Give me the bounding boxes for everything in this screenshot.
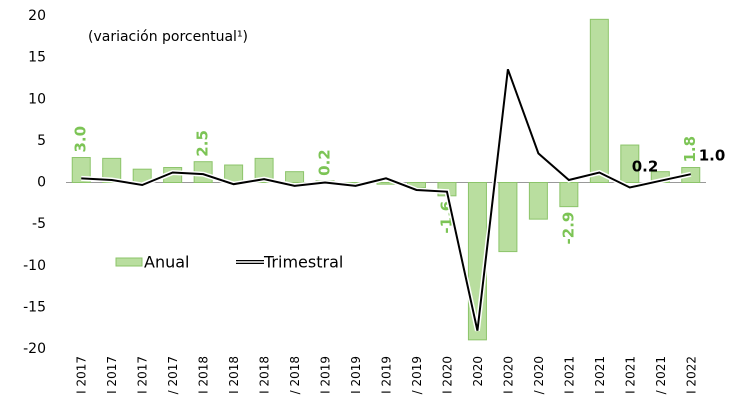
x-tick-label: / 2017 [166,356,180,394]
x-tick-label: I 2018 [258,356,272,394]
bar [559,182,579,208]
y-tick-label: 5 [37,133,46,149]
bar [589,18,609,183]
legend-label: Trimestral [263,253,343,272]
legend-swatch [115,257,143,267]
x-tick-label: / 2020 [532,356,546,394]
bar-value-label: 3.0 [72,126,90,153]
x-tick-label: I 2021 [593,356,607,394]
line-value-label: 1.0 [699,147,726,165]
y-tick-label: 0 [37,175,46,191]
bar [620,144,640,184]
line-value-label: 0.2 [632,157,659,175]
x-tick-label: I 2020 [501,356,515,394]
x-tick-label: I 2018 [197,356,211,394]
bar [285,171,305,184]
y-tick-label: 10 [28,91,46,107]
x-tick-label: 2020 [471,356,485,387]
x-tick-label: I 2019 [349,356,363,394]
bar [254,157,274,183]
x-tick-label: / 2019 [410,356,424,394]
y-tick-label: -15 [23,299,46,315]
bar-value-label: 2.5 [194,130,212,157]
legend-label: Anual [144,253,189,272]
y-tick-label: -20 [23,341,46,357]
x-tick-label: I 2017 [105,356,119,394]
x-tick-label: I 2019 [319,356,333,394]
x-tick-label: / 2021 [654,356,668,394]
y-tick-label: 15 [28,50,46,66]
x-tick-label: I 2021 [562,356,576,394]
line [81,68,691,331]
x-tick-label: I 2017 [75,356,89,394]
bar [498,182,518,253]
x-tick-label: I 2017 [136,356,150,394]
x-tick-label: I 2018 [227,356,241,394]
y-tick-label: -5 [32,216,46,232]
x-tick-label: I 2020 [440,356,454,394]
annotation: (variación porcentual¹) [88,29,248,45]
x-tick-label: I 2021 [623,356,637,394]
y-tick-label: 20 [28,8,46,24]
bar [528,182,548,220]
x-tick-label: I 2022 [684,356,698,394]
x-tick-label: / 2018 [288,356,302,394]
y-tick-label: -10 [23,258,46,274]
bar-value-label: -2.9 [559,212,577,245]
bar-value-label: 1.8 [681,136,699,163]
x-tick-label: I 2019 [380,356,394,394]
bar-value-label: 0.2 [316,149,334,176]
